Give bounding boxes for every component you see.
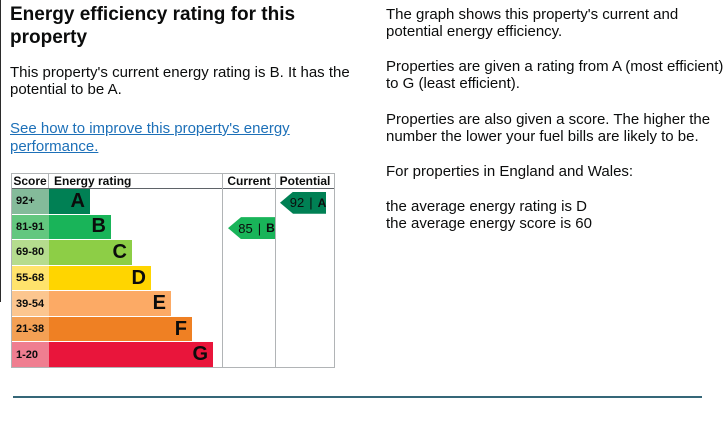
band-bar-e: E [49,291,171,316]
section-divider-line [13,396,702,398]
current-score-value: 85 [238,220,253,236]
window-edge-line [0,0,1,302]
current-rating-summary: This property's current energy rating is… [10,64,350,98]
average-score-text: the average energy score is 60 [386,215,592,232]
potential-score-value: 92 [289,195,305,211]
graph-explanation-text: The graph shows this property's current … [386,6,679,40]
chart-header-row: Score Energy rating Current Potential [12,174,334,189]
header-score: Score [12,174,49,188]
potential-band-letter: A [317,195,327,210]
header-potential: Potential [275,174,334,188]
england-wales-label: For properties in England and Wales: [386,163,634,180]
score-explanation-text: Properties are also given a score. The h… [386,111,711,145]
chart-body: 92+ A 81-91 B 69-80 C 55-68 D 39-54 E 21-38 F 1-20 G [12,189,334,368]
band-bar-g: G [49,342,213,368]
band-bar-a: A [49,189,90,214]
page-title: Energy efficiency rating for this proper… [10,4,296,48]
band-score-range-f: 21-38 [12,316,49,342]
band-bar-d: D [49,265,151,291]
epc-band-row-f: 21-38 F [12,315,334,342]
current-band-letter: B [266,221,275,236]
band-score-range-d: 55-68 [12,265,49,291]
epc-band-row-g: 1-20 G [12,341,334,368]
band-score-range-b: 81-91 [12,214,49,240]
current-rating-arrow: 85 | B [228,217,275,240]
band-score-range-c: 69-80 [12,240,49,265]
epc-band-row-b: 81-91 B [12,213,334,240]
band-bar-c: C [49,240,132,265]
energy-rating-chart: Score Energy rating Current Potential 92… [11,173,335,368]
header-current: Current [222,174,275,188]
rating-scale-text: Properties are given a rating from A (mo… [386,58,724,92]
epc-band-row-d: 55-68 D [12,264,334,291]
current-column-divider [222,174,223,367]
epc-band-row-a: 92+ A [12,189,334,214]
improve-performance-link[interactable]: See how to improve this property's energ… [10,120,290,155]
band-score-range-g: 1-20 [12,342,49,368]
potential-rating-arrow: 92 | A [280,191,327,214]
epc-band-row-e: 39-54 E [12,290,334,316]
band-score-range-a: 92+ [12,189,49,214]
current-separator: | [257,220,262,236]
band-bar-f: F [49,316,192,342]
potential-separator: | [309,195,313,211]
potential-column-divider [275,174,276,367]
band-bar-b: B [49,214,111,240]
epc-band-row-c: 69-80 C [12,239,334,265]
average-rating-text: the average energy rating is D [386,198,587,215]
band-score-range-e: 39-54 [12,291,49,316]
header-energy-rating: Energy rating [54,174,132,188]
